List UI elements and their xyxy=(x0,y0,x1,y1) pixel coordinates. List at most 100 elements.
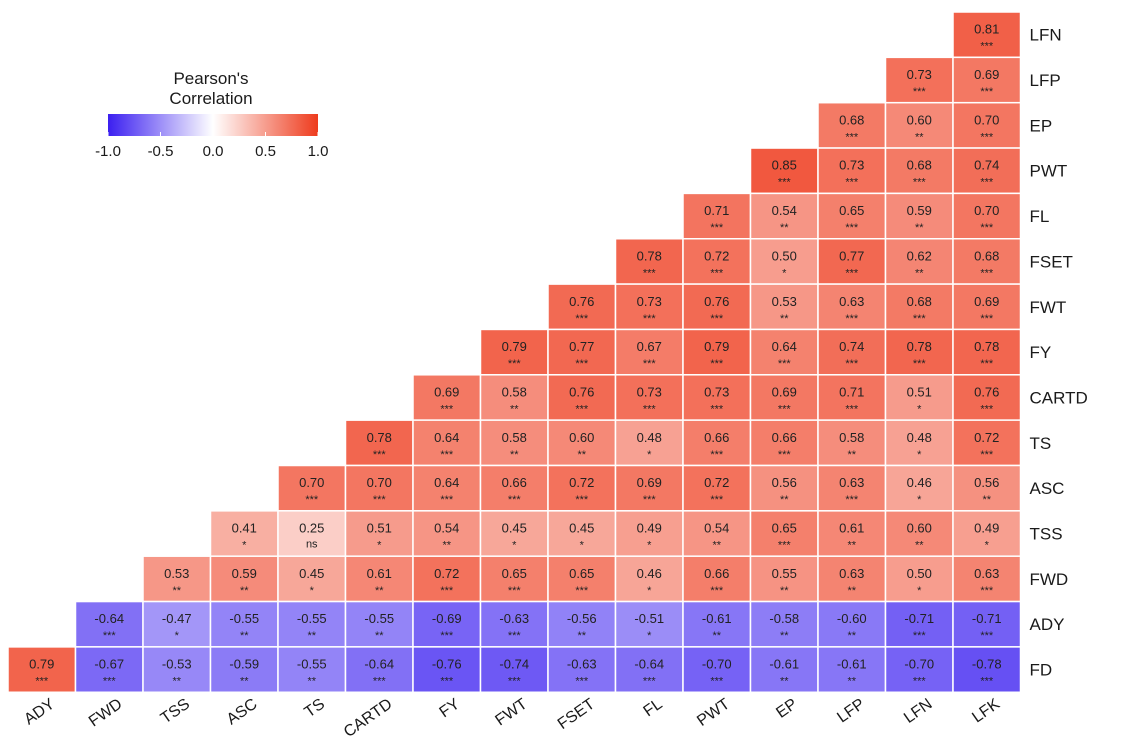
heatmap-cell: 0.64 *** xyxy=(749,328,819,376)
cell-value-label: 0.60 xyxy=(569,430,594,445)
cell-significance-label: ** xyxy=(712,630,721,642)
cell-rect xyxy=(817,374,887,421)
column-label: LFK xyxy=(969,695,1003,726)
cell-value-label: 0.65 xyxy=(839,203,864,218)
heatmap-cell: 0.46 * xyxy=(884,464,954,512)
cell-value-label: 0.85 xyxy=(772,158,797,173)
cell-value-label: -0.59 xyxy=(229,657,259,672)
cell-rect xyxy=(749,192,819,240)
heatmap-cell: 0.77 *** xyxy=(547,328,617,376)
cell-value-label: 0.76 xyxy=(704,294,729,309)
cell-value-label: 0.76 xyxy=(974,384,999,399)
cell-value-label: -0.60 xyxy=(837,611,867,626)
cell-value-label: 0.45 xyxy=(502,521,527,536)
heatmap-cell: 0.61 ** xyxy=(344,555,414,603)
cell-significance-label: *** xyxy=(575,403,589,415)
cell-value-label: 0.58 xyxy=(502,384,527,399)
heatmap-cell: 0.46 * xyxy=(614,555,684,603)
cell-value-label: 0.53 xyxy=(164,566,189,581)
cell-rect xyxy=(74,646,144,694)
cell-rect xyxy=(817,283,887,331)
cell-significance-label: * xyxy=(782,267,787,279)
cell-rect xyxy=(547,555,617,603)
cell-significance-label: * xyxy=(917,585,922,597)
cell-significance-label: *** xyxy=(373,449,387,461)
cell-value-label: 0.59 xyxy=(907,203,932,218)
cell-significance-label: *** xyxy=(980,222,994,234)
cell-value-label: 0.45 xyxy=(299,566,324,581)
cell-value-label: 0.64 xyxy=(772,339,797,354)
heatmap-cell: 0.79 *** xyxy=(479,328,549,376)
cell-rect xyxy=(682,419,752,467)
heatmap-cell: 0.76 *** xyxy=(952,374,1022,421)
cell-rect xyxy=(479,600,549,648)
heatmap-cell: -0.76 *** xyxy=(412,646,482,694)
heatmap-cell: 0.60 ** xyxy=(884,510,954,557)
cell-significance-label: *** xyxy=(845,403,859,415)
cell-significance-label: *** xyxy=(643,358,657,370)
cell-rect xyxy=(952,283,1022,331)
cell-rect xyxy=(614,555,684,603)
cell-significance-label: *** xyxy=(913,313,927,325)
cell-rect xyxy=(682,328,752,376)
cell-significance-label: *** xyxy=(845,494,859,506)
cell-value-label: 0.70 xyxy=(367,475,392,490)
heatmap-cell: 0.65 *** xyxy=(749,510,819,557)
cell-value-label: 0.69 xyxy=(974,67,999,82)
heatmap-cell: 0.53 ** xyxy=(142,555,212,603)
row-label: PWT xyxy=(1030,162,1068,181)
heatmap-cell: 0.64 *** xyxy=(412,419,482,467)
cell-value-label: 0.66 xyxy=(704,430,729,445)
heatmap-cell: 0.58 ** xyxy=(479,374,549,421)
heatmap-cell: 0.49 * xyxy=(952,510,1022,557)
heatmap-cell: 0.60 ** xyxy=(884,101,954,149)
cell-value-label: 0.49 xyxy=(637,521,662,536)
cell-significance-label: *** xyxy=(103,676,117,688)
cell-value-label: 0.69 xyxy=(974,294,999,309)
cell-significance-label: *** xyxy=(575,494,589,506)
heatmap-cell: -0.64 *** xyxy=(614,646,684,694)
cell-significance-label: *** xyxy=(778,449,792,461)
heatmap-cell: 0.69 *** xyxy=(952,283,1022,331)
heatmap-cell: 0.51 * xyxy=(884,374,954,421)
cell-value-label: 0.65 xyxy=(502,566,527,581)
heatmap-cell: 0.55 ** xyxy=(749,555,819,603)
heatmap-cell: -0.71 *** xyxy=(884,600,954,648)
cell-rect xyxy=(952,646,1022,694)
cell-value-label: 0.56 xyxy=(772,475,797,490)
cell-value-label: -0.64 xyxy=(94,611,124,626)
legend-ticks: -1.0 -0.5 0.0 0.5 1.0 xyxy=(95,132,328,160)
row-label: CARTD xyxy=(1030,388,1088,407)
cell-rect xyxy=(817,101,887,149)
cell-significance-label: *** xyxy=(710,403,724,415)
column-label: TSS xyxy=(158,696,193,728)
cell-value-label: 0.64 xyxy=(434,430,459,445)
cell-value-label: 0.66 xyxy=(502,475,527,490)
cell-value-label: -0.55 xyxy=(297,657,327,672)
cell-value-label: 0.78 xyxy=(974,339,999,354)
cell-rect xyxy=(817,464,887,512)
heatmap-cell: -0.70 *** xyxy=(682,646,752,694)
cell-value-label: -0.56 xyxy=(567,611,597,626)
cell-significance-label: *** xyxy=(710,676,724,688)
cell-value-label: 0.63 xyxy=(974,566,999,581)
column-label: FWD xyxy=(86,696,126,731)
cell-rect xyxy=(682,192,752,240)
cell-significance-label: *** xyxy=(710,267,724,279)
cell-significance-label: *** xyxy=(778,403,792,415)
cell-rect xyxy=(682,238,752,285)
cell-value-label: 0.53 xyxy=(772,294,797,309)
cell-value-label: -0.55 xyxy=(229,611,259,626)
heatmap-cell: 0.63 *** xyxy=(952,555,1022,603)
heatmap-cell: -0.55 ** xyxy=(277,646,347,694)
cell-value-label: 0.46 xyxy=(907,475,932,490)
cell-value-label: 0.58 xyxy=(502,430,527,445)
cell-significance-label: *** xyxy=(643,676,657,688)
cell-value-label: 0.68 xyxy=(907,158,932,173)
cell-value-label: 0.78 xyxy=(367,430,392,445)
heatmap-cell: 0.78 *** xyxy=(614,238,684,285)
cell-rect xyxy=(682,464,752,512)
cell-significance-label: *** xyxy=(575,358,589,370)
heatmap-cell: 0.68 *** xyxy=(952,238,1022,285)
heatmap-cell: 0.85 *** xyxy=(749,147,819,195)
